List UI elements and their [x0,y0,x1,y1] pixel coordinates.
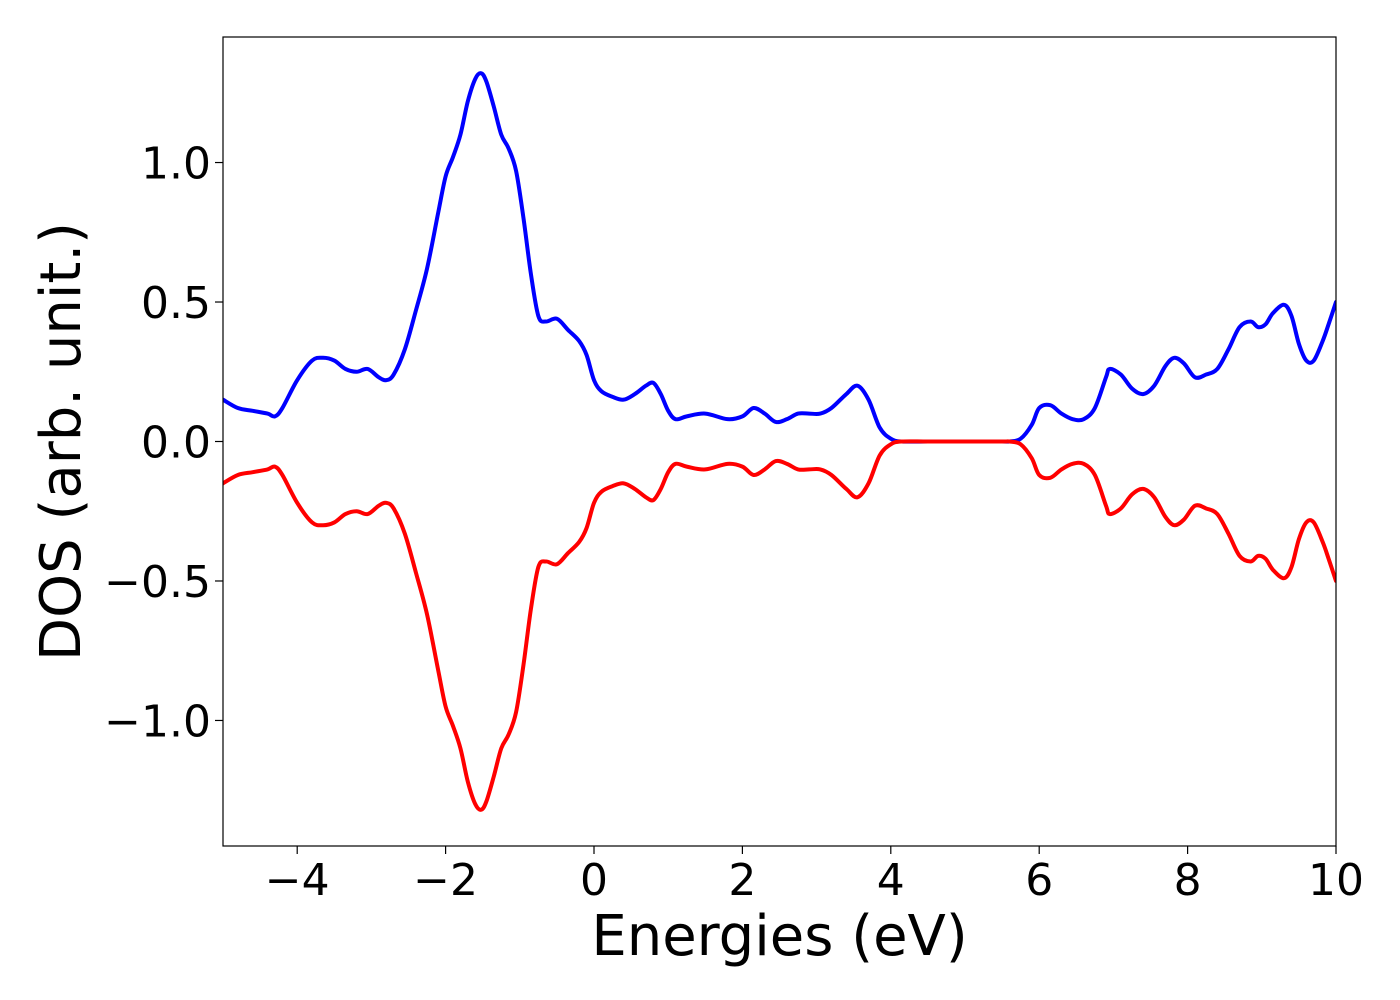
x-tick-label: 4 [877,855,905,906]
x-tick-label: 2 [728,855,756,906]
y-tick-label: 0.5 [141,278,211,329]
x-axis-ticks: −4 −2 0 2 4 6 8 10 [265,846,1364,906]
x-axis-label: Energies (eV) [591,904,967,969]
y-axis-ticks: 1.0 0.5 0.0 −0.5 −1.0 [104,139,223,747]
series-line-spin-down [223,439,1336,812]
plot-background [223,37,1336,846]
x-tick-label: 6 [1025,855,1053,906]
y-tick-label: 0.0 [141,418,211,469]
y-tick-label: −0.5 [104,557,211,608]
y-tick-label: 1.0 [141,139,211,190]
x-tick-label: 0 [580,855,608,906]
y-axis-label: DOS (arb. unit.) [29,222,94,661]
y-tick-label: −1.0 [104,696,211,747]
series-line-spin-up [223,71,1336,444]
x-tick-label: −2 [413,855,478,906]
x-tick-label: 10 [1308,855,1364,906]
x-tick-label: −4 [265,855,330,906]
x-tick-label: 8 [1174,855,1202,906]
series-layer [223,71,1336,812]
